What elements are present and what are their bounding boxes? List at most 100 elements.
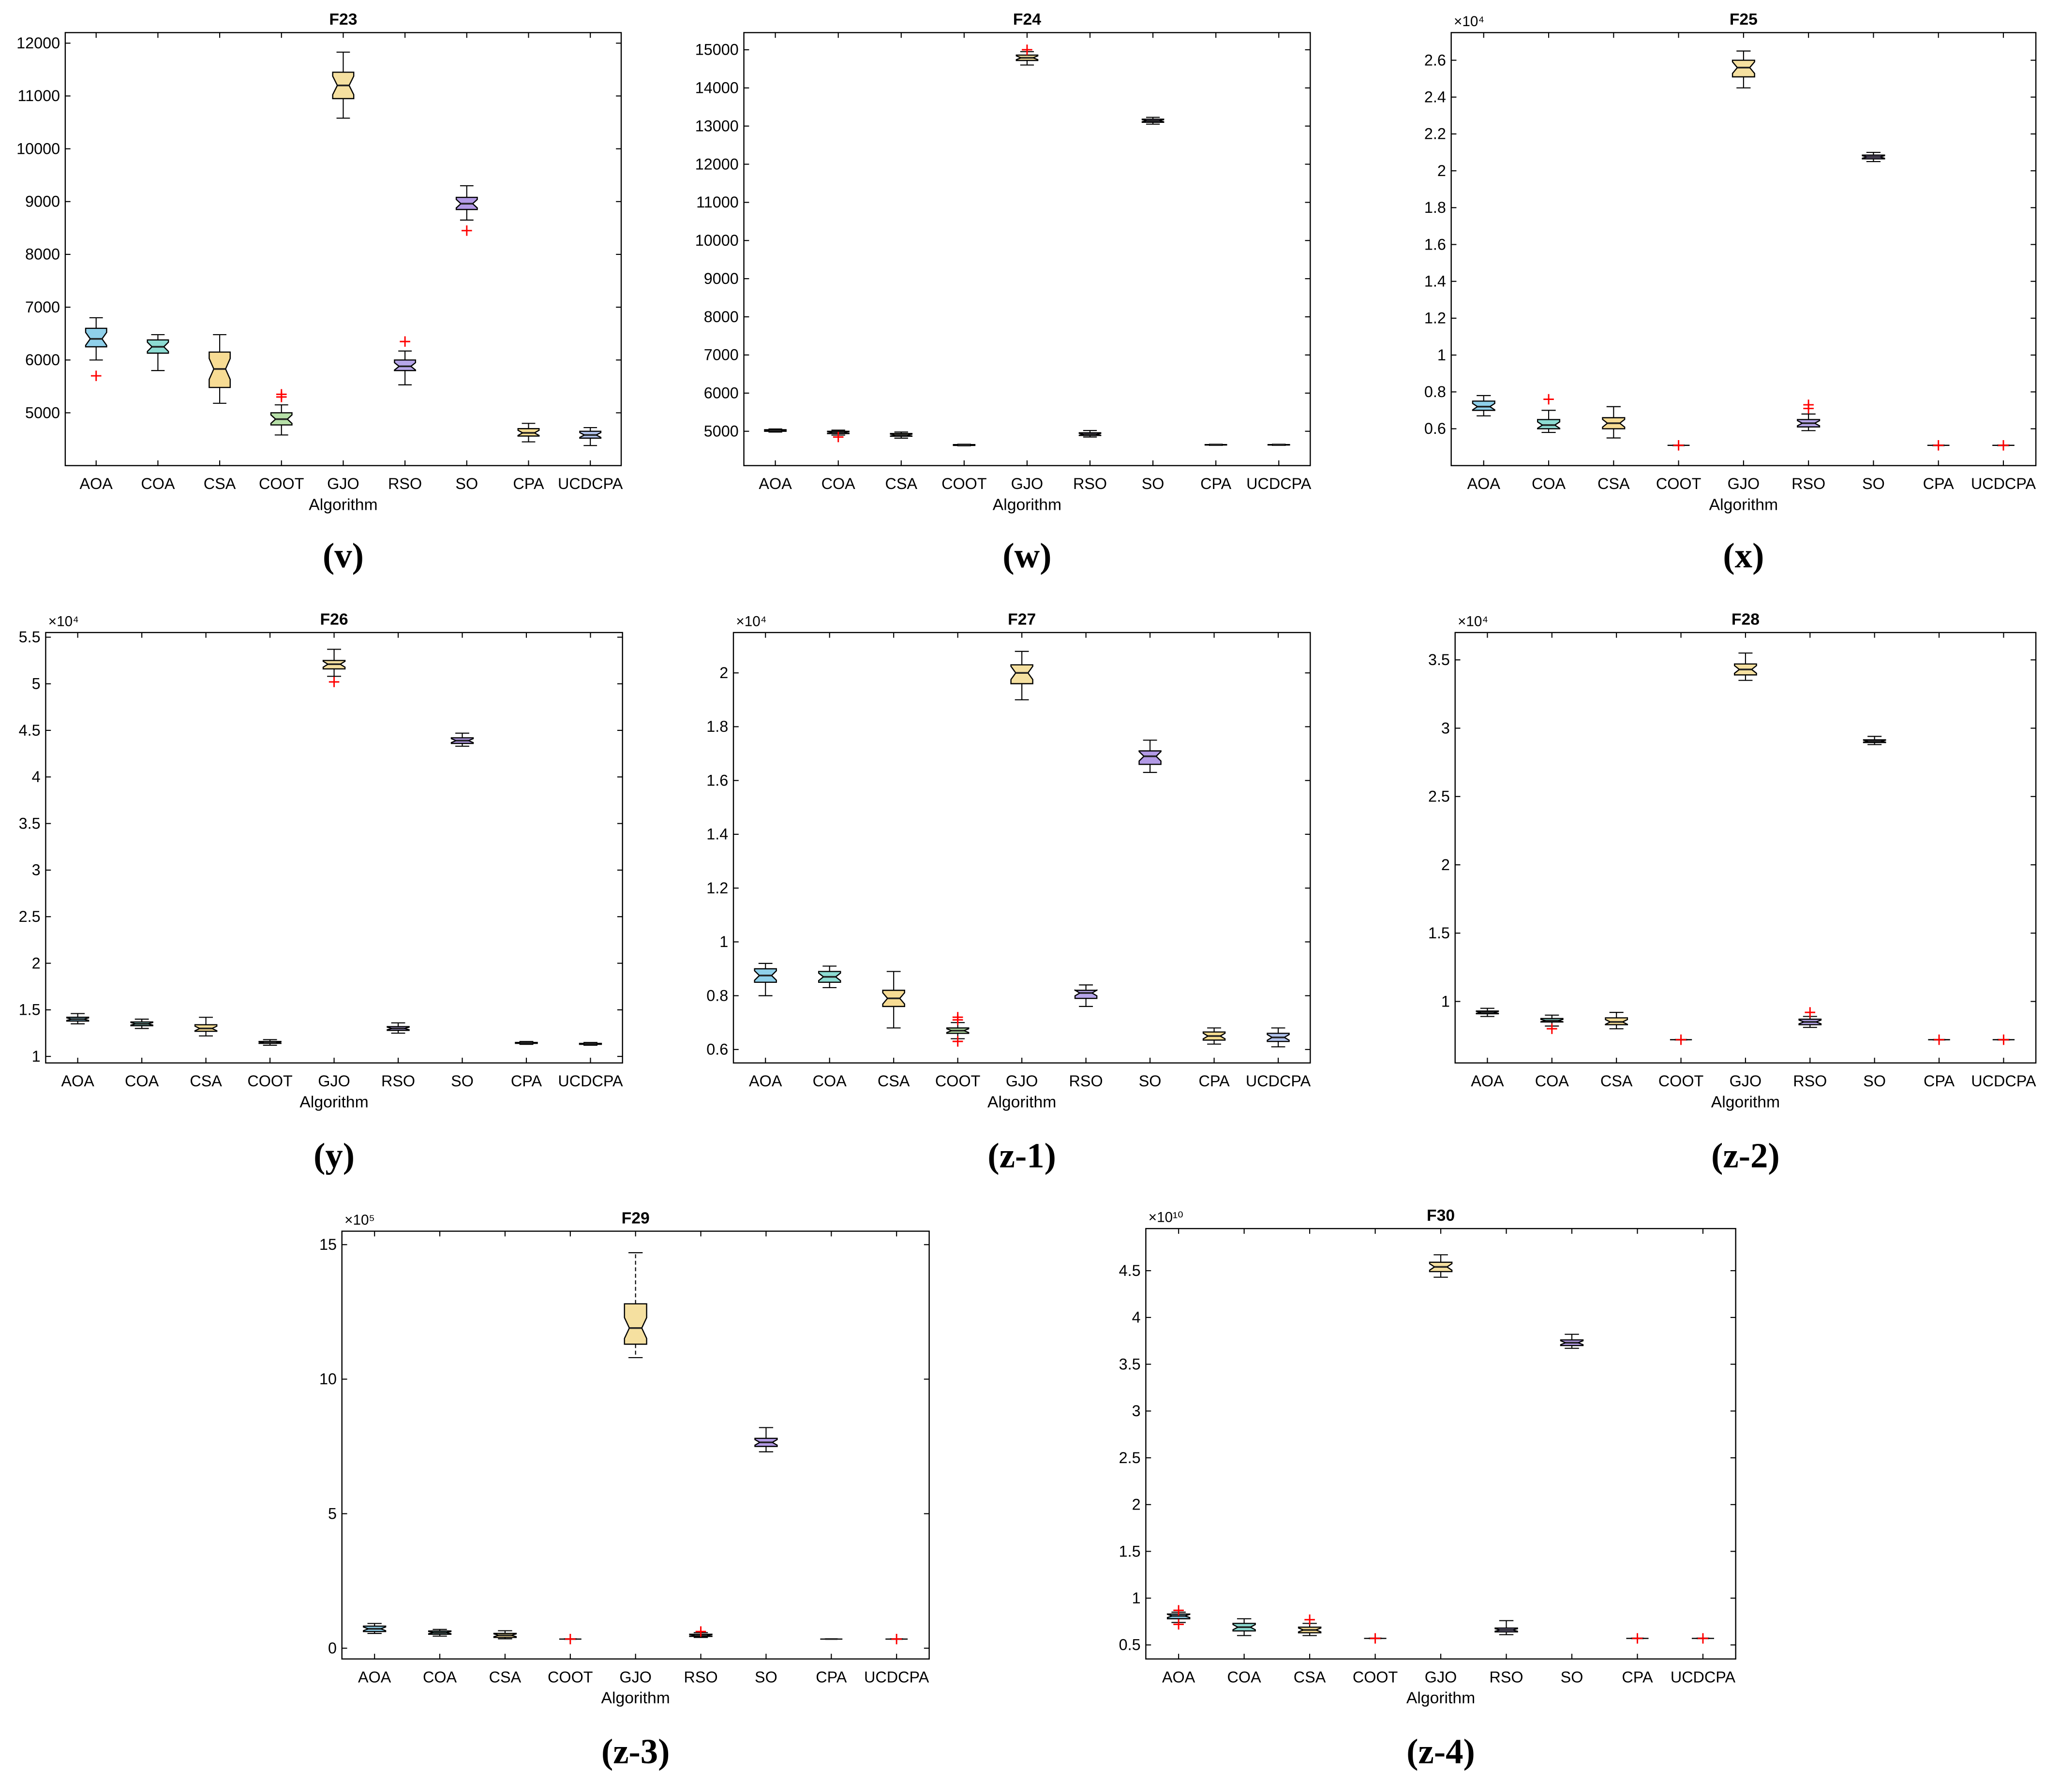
outlier-marker — [891, 1634, 902, 1644]
y-tick-label: 2 — [1441, 856, 1450, 874]
x-tick-label-csa: CSA — [878, 1072, 910, 1090]
panel-tag: (y) — [313, 1136, 355, 1175]
box-cpa — [1928, 1034, 1950, 1045]
box-rso — [394, 336, 417, 385]
x-tick-label-gjo: GJO — [1006, 1072, 1038, 1090]
y-tick-label: 1.5 — [1119, 1542, 1141, 1560]
x-tick-label-coa: COA — [1227, 1668, 1262, 1686]
panel-f25: F25 ×10⁴ 0.6 0.8 1 1.2 1.4 1.6 1.8 2 2.2 2.4 2.6 AOA C… — [1424, 10, 2037, 575]
box-gjo — [322, 649, 346, 687]
plot-area-frame — [732, 632, 1311, 1064]
x-tick-label-cpa: CPA — [1923, 475, 1955, 492]
box-cpa — [515, 1041, 538, 1045]
y-tick-label: 5000 — [704, 422, 739, 440]
y-tick-label: 2.4 — [1424, 89, 1446, 106]
box-rso — [1074, 984, 1098, 1007]
outlier-marker — [833, 431, 844, 443]
y-tick-label: 3 — [1441, 719, 1450, 737]
x-tick-label-aoa: AOA — [358, 1668, 391, 1686]
y-tick-label: 5000 — [25, 404, 60, 421]
x-tick-label-ucdcpa: UCDCPA — [1246, 1072, 1311, 1090]
box-aoa — [764, 428, 787, 433]
outlier-marker — [1803, 400, 1814, 410]
y-tick-label: 5 — [32, 675, 41, 693]
y-tick-label: 5.5 — [19, 628, 41, 646]
y-tick-label: 3.5 — [19, 815, 41, 832]
box-so — [1560, 1333, 1584, 1349]
box-so — [1863, 736, 1886, 745]
box-cpa — [1202, 1027, 1226, 1045]
y-tick-label: 6000 — [704, 385, 739, 402]
box-coa — [1537, 394, 1561, 433]
x-tick-label-coa: COA — [821, 475, 856, 492]
x-tick-label-coot: COOT — [247, 1072, 293, 1090]
x-tick-label-ucdcpa: UCDCPA — [558, 475, 623, 492]
y-tick-label: 0.6 — [1424, 420, 1446, 437]
box-aoa — [1476, 1007, 1499, 1017]
y-tick-label: 9000 — [25, 193, 60, 210]
box-rso — [1798, 1007, 1822, 1028]
box-coot — [946, 1012, 970, 1047]
y-exponent-label: ×10⁴ — [736, 613, 766, 629]
x-tick-label-cpa: CPA — [816, 1668, 847, 1686]
box-ucdcpa — [1992, 1034, 2015, 1045]
y-tick-label: 4 — [1132, 1309, 1141, 1326]
x-tick-label-coa: COA — [125, 1072, 159, 1090]
x-tick-label-so: SO — [451, 1072, 474, 1090]
box-csa — [493, 1630, 517, 1640]
box-aoa — [754, 963, 777, 996]
x-tick-label-gjo: GJO — [327, 475, 359, 492]
y-tick-label: 2.5 — [1119, 1449, 1141, 1466]
box-gjo — [1429, 1254, 1453, 1278]
outlier-marker — [1370, 1633, 1381, 1644]
box-csa — [209, 334, 231, 404]
y-tick-label: 15000 — [695, 41, 739, 59]
panel-tag: (z-1) — [987, 1136, 1056, 1175]
box-rso — [689, 1626, 713, 1638]
y-tick-label: 0.5 — [1119, 1636, 1141, 1654]
box-coa — [147, 334, 169, 371]
x-axis-label: Algorithm — [987, 1093, 1056, 1111]
y-tick-label: 2.6 — [1424, 51, 1446, 69]
x-tick-label-csa: CSA — [1294, 1668, 1326, 1686]
outlier-marker — [1698, 1633, 1708, 1644]
notched-box — [85, 327, 107, 348]
y-exponent-label: ×10⁵ — [344, 1212, 375, 1228]
box-coot — [270, 389, 293, 436]
y-exponent-label: ×10⁴ — [1458, 613, 1488, 629]
x-tick-label-rso: RSO — [1489, 1668, 1523, 1686]
x-tick-label-csa: CSA — [885, 475, 918, 492]
box-coot — [1670, 1034, 1692, 1045]
panel-f24: F24 5000 6000 7000 8000 9000 10000 11000 12000 13… — [695, 10, 1312, 575]
outlier-marker — [695, 1626, 706, 1637]
panel-tag: (z-3) — [601, 1732, 670, 1771]
y-tick-label: 1.2 — [1424, 310, 1446, 327]
x-tick-label-coot: COOT — [1353, 1668, 1398, 1686]
notched-box — [1732, 59, 1755, 78]
x-axis-label: Algorithm — [993, 495, 1061, 514]
x-tick-label-so: SO — [1142, 475, 1164, 492]
notched-box — [624, 1303, 647, 1345]
box-coa — [130, 1019, 153, 1029]
y-tick-label: 14000 — [695, 79, 739, 97]
notched-box — [1074, 989, 1098, 999]
y-tick-label: 10000 — [16, 140, 60, 157]
y-tick-label: 12000 — [16, 34, 60, 52]
x-axis-label: Algorithm — [601, 1689, 670, 1707]
box-gjo — [1010, 651, 1033, 700]
x-tick-label-ucdcpa: UCDCPA — [1971, 1072, 2036, 1090]
y-tick-label: 1.8 — [706, 718, 728, 735]
plot-area-frame — [1454, 632, 2037, 1064]
x-tick-label-csa: CSA — [489, 1668, 522, 1686]
box-aoa — [85, 317, 107, 381]
outlier-marker — [1173, 1605, 1184, 1616]
box-aoa — [363, 1623, 387, 1634]
outlier-marker — [565, 1634, 576, 1644]
box-gjo — [332, 51, 355, 119]
panel-f28: F28 ×10⁴ 1 1.5 2 2.5 3 3.5 AOA COA CSA COOT GJO RSO SO… — [1428, 610, 2037, 1175]
y-tick-label: 7000 — [25, 298, 60, 316]
x-tick-label-so: SO — [1863, 1072, 1886, 1090]
box-coot — [953, 444, 976, 446]
box-so — [754, 1427, 778, 1452]
box-gjo — [1015, 44, 1039, 66]
